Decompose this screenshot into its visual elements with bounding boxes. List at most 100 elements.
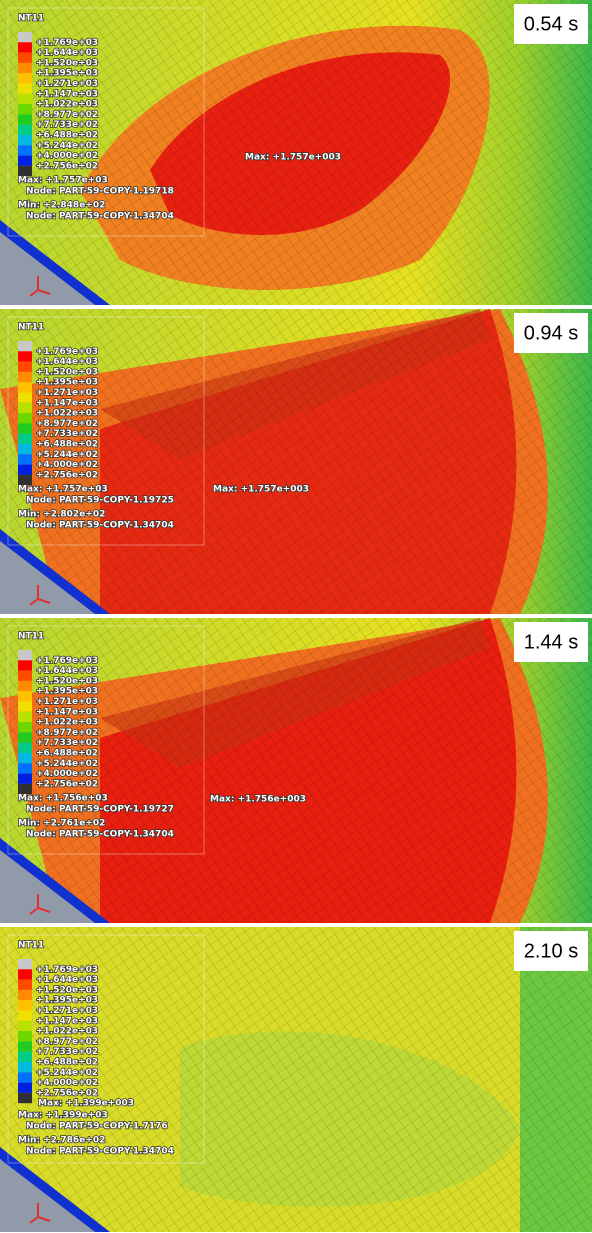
legend-label: +1.022e+03 (36, 1027, 98, 1037)
legend-swatch (18, 753, 32, 763)
panel: NT11+1.769e+03+1.644e+03+1.520e+03+1.395… (0, 309, 592, 614)
legend-label: +1.520e+03 (36, 985, 98, 995)
legend-label: +1.644e+03 (36, 48, 98, 58)
max-node: Node: PART-59-COPY-1.19718 (26, 187, 174, 197)
legend-label: +1.271e+03 (36, 79, 98, 89)
legend-label: +4.000e+02 (36, 769, 98, 779)
legend-swatch (18, 382, 32, 392)
legend-swatch (18, 362, 32, 372)
max-value: Max: +1.756e+03 (18, 794, 108, 804)
legend-swatch (18, 351, 32, 361)
legend-label: +4.000e+02 (36, 1078, 98, 1088)
legend-label: +5.244e+02 (36, 759, 98, 769)
legend-label: +7.733e+02 (36, 120, 98, 130)
legend-swatch (18, 1011, 32, 1021)
legend-label: +1.395e+03 (36, 687, 98, 697)
legend-swatch (18, 403, 32, 413)
legend-title: NT11 (18, 941, 44, 951)
min-value: Min: +2.786e+02 (18, 1136, 105, 1146)
legend-swatch (18, 104, 32, 114)
legend-label: +4.000e+02 (36, 151, 98, 161)
legend-swatch (18, 372, 32, 382)
legend-swatch (18, 393, 32, 403)
panel: NT11+1.769e+03+1.644e+03+1.520e+03+1.395… (0, 0, 592, 305)
legend-label: +6.488e+02 (36, 1058, 98, 1068)
legend-swatch (18, 53, 32, 63)
legend-swatch (18, 444, 32, 454)
min-value: Min: +2.848e+02 (18, 201, 105, 211)
max-value: Max: +1.399e+03 (18, 1111, 108, 1121)
legend-title: NT11 (18, 632, 44, 642)
legend-swatch (18, 712, 32, 722)
time-label: 2.10 s (524, 940, 578, 962)
legend-label: +1.769e+03 (36, 965, 98, 975)
legend-swatch (18, 1083, 32, 1093)
legend-swatch (18, 980, 32, 990)
legend-swatch (18, 732, 32, 742)
min-value: Min: +2.761e+02 (18, 819, 105, 829)
legend-title: NT11 (18, 323, 44, 333)
legend-label: +1.022e+03 (36, 409, 98, 419)
max-node: Node: PART-59-COPY-1.7176 (26, 1122, 168, 1132)
legend-swatch (18, 774, 32, 784)
legend-label: +1.520e+03 (36, 676, 98, 686)
legend-swatch (18, 1072, 32, 1082)
legend-label: +1.395e+03 (36, 996, 98, 1006)
legend-swatch (18, 1031, 32, 1041)
min-node: Node: PART-59-COPY-1.34704 (26, 1147, 174, 1157)
time-label: 0.94 s (524, 322, 578, 344)
legend-label: +6.488e+02 (36, 749, 98, 759)
min-node: Node: PART-59-COPY-1.34704 (26, 521, 174, 531)
legend-swatch (18, 114, 32, 124)
legend-swatch (18, 413, 32, 423)
legend-label: +8.977e+02 (36, 110, 98, 120)
legend-swatch (18, 32, 32, 42)
legend-swatch (18, 145, 32, 155)
legend-swatch (18, 681, 32, 691)
legend-label: +5.244e+02 (36, 1068, 98, 1078)
time-label: 0.54 s (524, 13, 578, 35)
time-label: 1.44 s (524, 631, 578, 653)
legend-swatch (18, 135, 32, 145)
legend-swatch (18, 423, 32, 433)
legend-swatch (18, 465, 32, 475)
legend-swatch (18, 42, 32, 52)
max-value: Max: +1.757e+03 (18, 176, 108, 186)
legend-label: +2.756e+02 (36, 470, 98, 480)
max-annotation: Max: +1.757e+003 (245, 153, 341, 163)
max-node: Node: PART-59-COPY-1.19727 (26, 805, 174, 815)
legend-swatch (18, 990, 32, 1000)
legend-label: +6.488e+02 (36, 131, 98, 141)
legend-label: +1.147e+03 (36, 89, 98, 99)
figure: NT11+1.769e+03+1.644e+03+1.520e+03+1.395… (0, 0, 592, 1233)
legend-swatch (18, 1041, 32, 1051)
legend-label: +8.977e+02 (36, 419, 98, 429)
legend-label: +1.520e+03 (36, 367, 98, 377)
legend-swatch (18, 73, 32, 83)
legend-label: +7.733e+02 (36, 738, 98, 748)
max-node: Node: PART-59-COPY-1.19725 (26, 496, 174, 506)
legend-label: +1.644e+03 (36, 666, 98, 676)
legend-swatch (18, 702, 32, 712)
legend-label: +1.147e+03 (36, 398, 98, 408)
legend-label: +8.977e+02 (36, 728, 98, 738)
legend-swatch (18, 454, 32, 464)
legend-swatch (18, 63, 32, 73)
legend-label: +5.244e+02 (36, 141, 98, 151)
legend-label: +1.271e+03 (36, 388, 98, 398)
legend-swatch (18, 1062, 32, 1072)
legend-label: +1.644e+03 (36, 357, 98, 367)
legend-swatch (18, 650, 32, 660)
legend-label: +1.147e+03 (36, 707, 98, 717)
legend-title: NT11 (18, 14, 44, 24)
legend-swatch (18, 94, 32, 104)
legend-swatch (18, 434, 32, 444)
min-value: Min: +2.802e+02 (18, 510, 105, 520)
legend-label: +7.733e+02 (36, 1047, 98, 1057)
legend-label: +1.271e+03 (36, 1006, 98, 1016)
legend-label: +1.520e+03 (36, 58, 98, 68)
legend-label: +5.244e+02 (36, 450, 98, 460)
legend-swatch (18, 743, 32, 753)
legend-label: +1.022e+03 (36, 100, 98, 110)
legend-swatch (18, 125, 32, 135)
